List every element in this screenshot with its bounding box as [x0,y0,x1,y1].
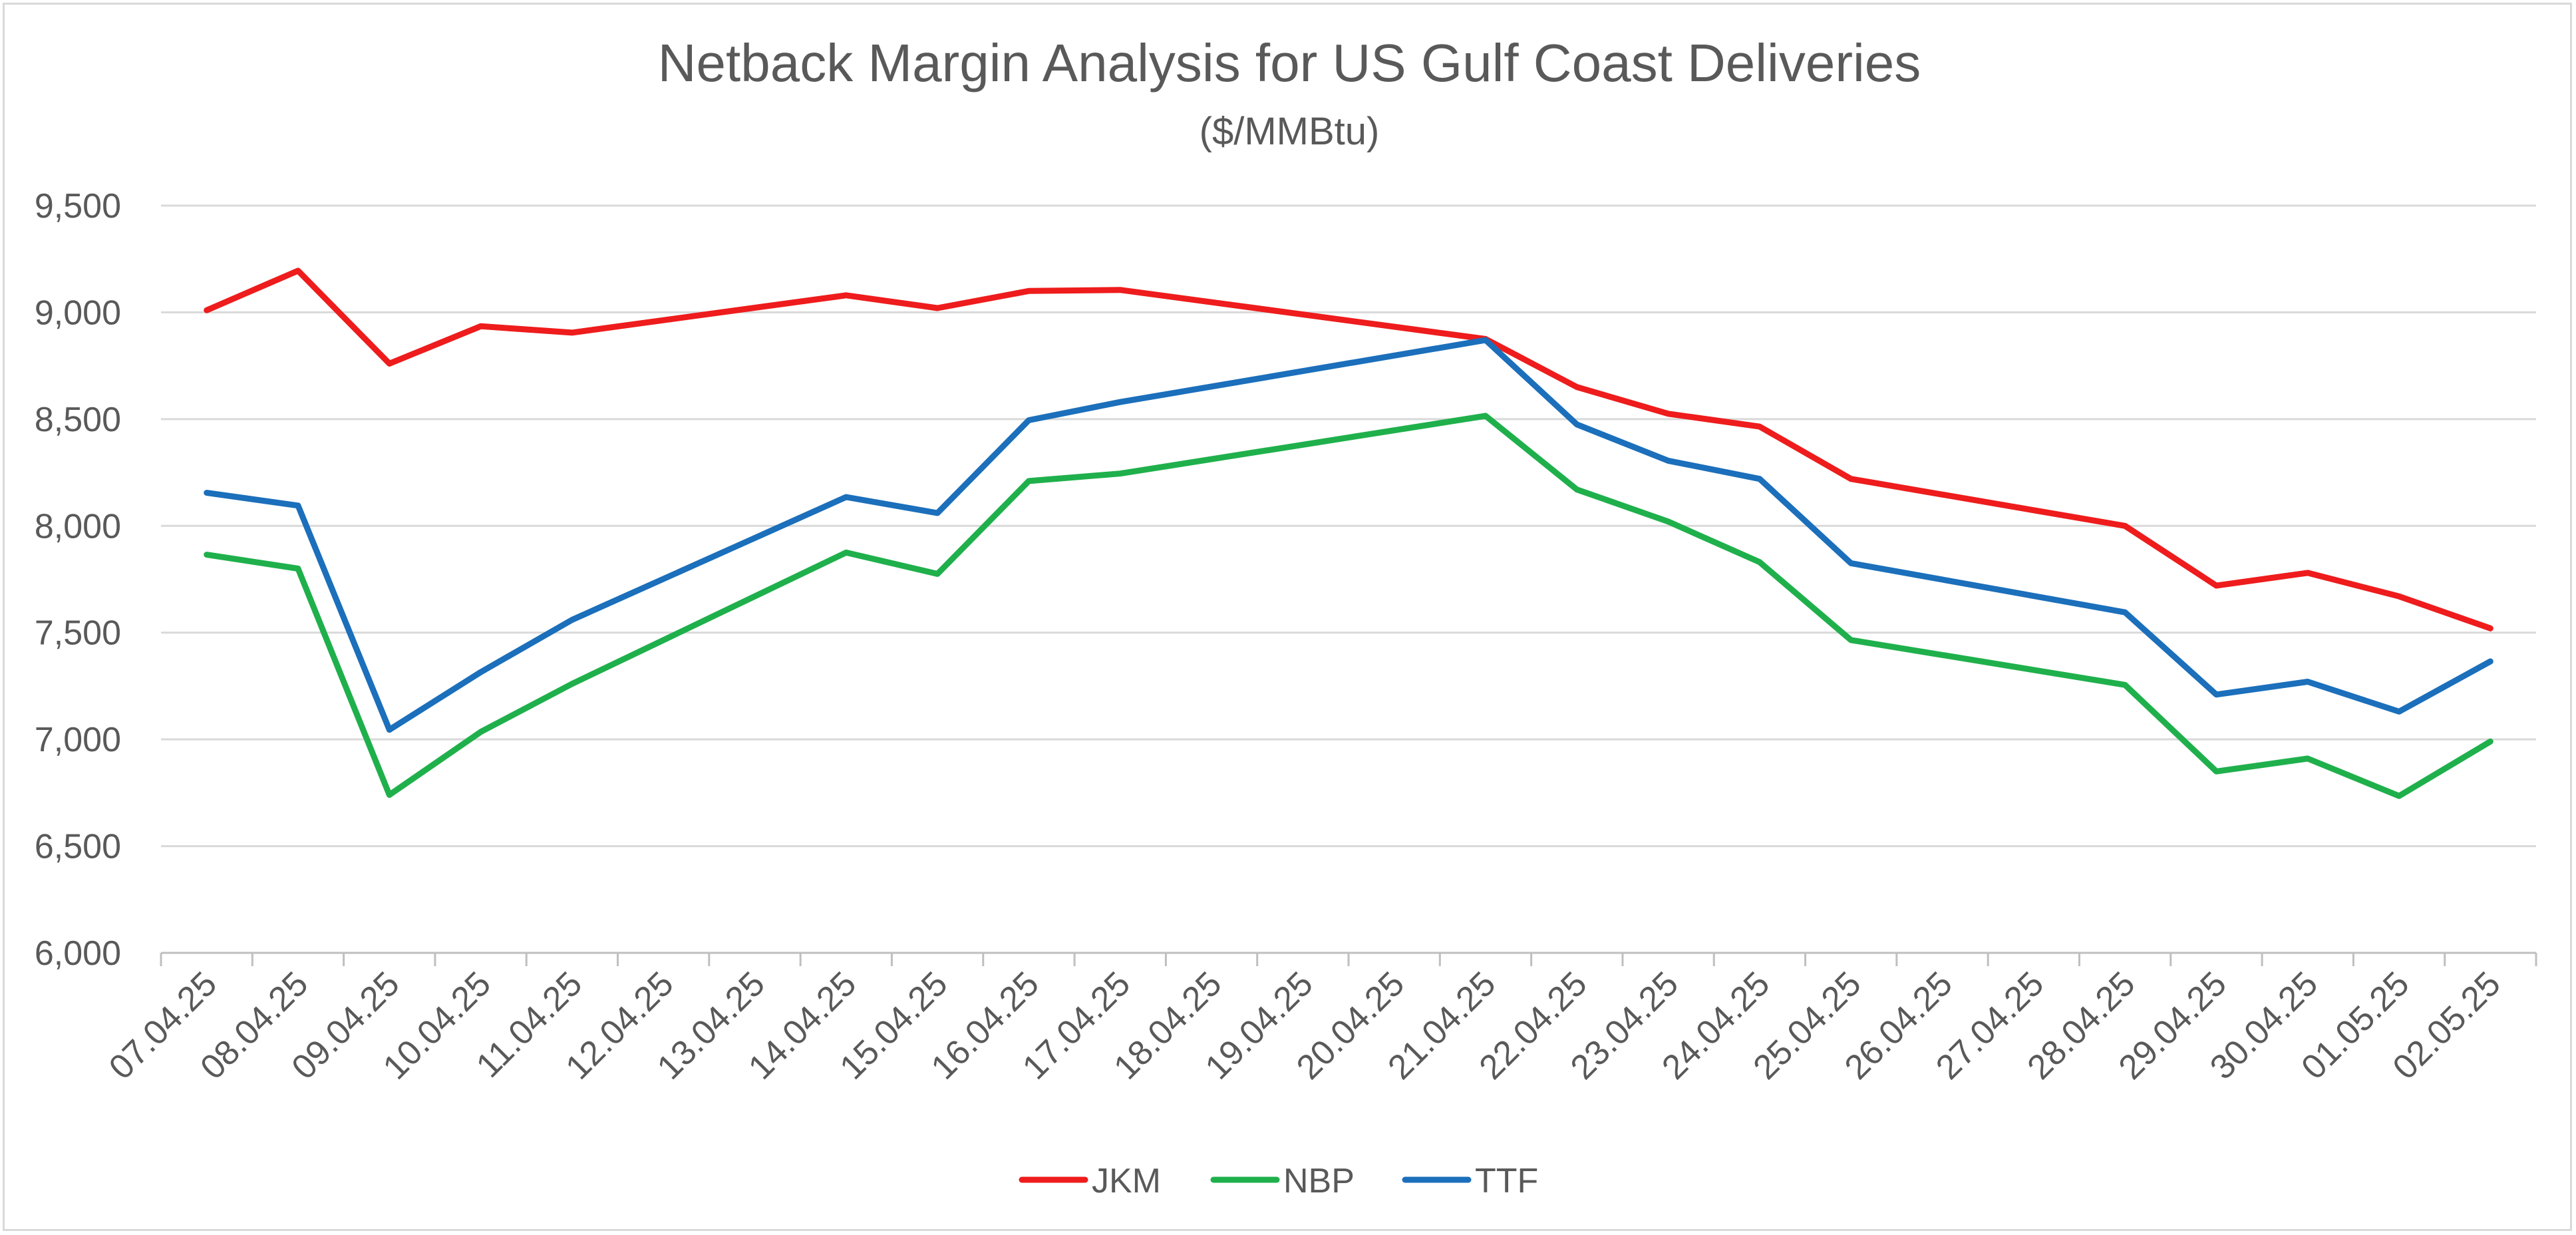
chart-subtitle: ($/MMBtu) [1200,110,1380,153]
chart-frame: Netback Margin Analysis for US Gulf Coas… [3,3,2572,1231]
y-tick-label: 9,000 [35,293,121,332]
chart-title: Netback Margin Analysis for US Gulf Coas… [658,33,1921,92]
y-tick-label: 7,000 [35,721,121,759]
y-tick-label: 6,500 [35,828,121,866]
y-tick-label: 8,000 [35,507,121,546]
line-chart: Netback Margin Analysis for US Gulf Coas… [35,33,2537,1200]
legend-item-jkm: JKM [1019,1162,1161,1200]
y-tick-label: 7,500 [35,614,121,653]
series-line-ttf [204,337,2494,733]
y-tick-label: 8,500 [35,401,121,439]
x-axis-tick-labels: 07.04.2508.04.2509.04.2510.04.2511.04.25… [102,964,2508,1087]
y-tick-label: 6,000 [35,934,121,973]
series-line-nbp [204,413,2494,799]
legend-item-nbp: NBP [1210,1162,1355,1200]
legend-item-ttf: TTF [1402,1162,1538,1200]
series-lines [204,267,2494,799]
legend-label: JKM [1092,1162,1161,1200]
y-axis-tick-labels: 6,000 6,500 7,000 7,500 8,000 8,500 9,000 9,500 [35,187,121,973]
x-axis [160,952,2537,966]
series-line-jkm [204,267,2494,631]
y-tick-label: 9,500 [35,187,121,226]
legend: JKM NBP TTF [1019,1162,1538,1200]
legend-label: TTF [1475,1162,1538,1200]
legend-label: NBP [1283,1162,1355,1200]
gridlines [161,204,2536,848]
